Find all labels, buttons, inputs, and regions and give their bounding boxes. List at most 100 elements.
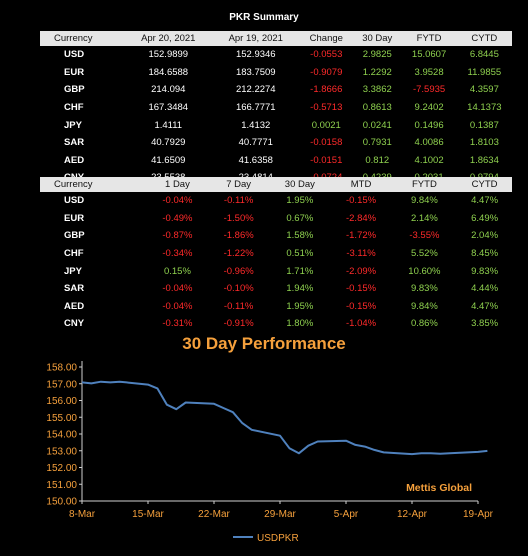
table-row: AED 41.6509 41.6358 -0.0151 0.812 4.1002 1.863… bbox=[40, 152, 512, 170]
table-cell: 0.812 bbox=[365, 154, 390, 166]
currency-code: CNY bbox=[64, 318, 85, 330]
currency-code: AED bbox=[64, 300, 85, 312]
table-cell: 9.83% bbox=[471, 265, 499, 277]
table-cell: 152.9899 bbox=[148, 49, 189, 61]
table-cell: 4.1002 bbox=[414, 154, 444, 166]
table-cell: -0.91% bbox=[223, 318, 254, 330]
table-cell: 4.47% bbox=[471, 300, 499, 312]
table-row: USD 152.9899 152.9346 -0.0553 2.9825 15.0607 6… bbox=[40, 46, 512, 64]
table-cell: 11.9855 bbox=[467, 66, 502, 78]
table-row: CHF -0.34% -1.22% 0.51% -3.11% 5.52% 8.45% bbox=[40, 245, 512, 263]
table-cell: 9.84% bbox=[410, 300, 438, 312]
table-cell: -0.10% bbox=[223, 283, 254, 295]
table-cell: -0.15% bbox=[345, 283, 377, 295]
table-cell: 41.6509 bbox=[151, 154, 186, 166]
column-header: FYTD bbox=[391, 177, 458, 192]
table-cell: 183.7509 bbox=[235, 66, 276, 78]
table-cell: 8.45% bbox=[471, 248, 499, 260]
table-row: SAR -0.04% -0.10% 1.94% -0.15% 9.83% 4.44% bbox=[40, 280, 512, 298]
table-cell: 3.85% bbox=[471, 318, 499, 330]
column-header: Apr 20, 2021 bbox=[124, 31, 213, 46]
table-cell: 4.0086 bbox=[414, 137, 444, 149]
currency-code: CHF bbox=[64, 102, 84, 114]
table-cell: -0.15% bbox=[345, 300, 377, 312]
table-cell: 166.7771 bbox=[235, 102, 276, 114]
table-row: GBP -0.87% -1.86% 1.58% -1.72% -3.55% 2.04% bbox=[40, 227, 512, 245]
table-cell: -0.0158 bbox=[310, 137, 343, 149]
table-cell: 212.2274 bbox=[235, 84, 276, 96]
y-tick-label: 154.00 bbox=[46, 430, 77, 441]
y-tick-label: 158.00 bbox=[46, 363, 77, 374]
summary-title: PKR Summary bbox=[229, 12, 299, 23]
table-row: EUR 184.6588 183.7509 -0.9079 1.2292 3.9528 11… bbox=[40, 64, 512, 82]
currency-code: SAR bbox=[64, 137, 85, 149]
table-cell: 40.7771 bbox=[238, 137, 273, 149]
currency-code: EUR bbox=[64, 66, 85, 78]
table-row: CNY -0.31% -0.91% 1.80% -1.04% 0.86% 3.85% bbox=[40, 315, 512, 333]
currency-code: USD bbox=[64, 195, 85, 207]
table-cell: 15.0607 bbox=[411, 49, 447, 61]
pkr-rates-table: Currency Apr 20, 2021 Apr 19, 2021 Change 30… bbox=[40, 31, 512, 187]
table-row: AED -0.04% -0.11% 1.95% -0.15% 9.84% 4.47% bbox=[40, 298, 512, 316]
table-cell: 1.8103 bbox=[469, 137, 499, 149]
currency-code: CHF bbox=[64, 248, 84, 260]
table-row: SAR 40.7929 40.7771 -0.0158 0.7931 4.0086 1.81… bbox=[40, 134, 512, 152]
table-cell: -0.9079 bbox=[310, 66, 343, 78]
currency-code: JPY bbox=[64, 119, 82, 131]
currency-code: GBP bbox=[64, 84, 85, 96]
x-tick-label: 19-Apr bbox=[463, 509, 494, 520]
table-cell: 0.0241 bbox=[362, 119, 392, 131]
table-row: JPY 1.4111 1.4132 0.0021 0.0241 0.1496 0.1387 bbox=[40, 116, 512, 134]
table-row: GBP 214.094 212.2274 -1.8666 3.3862 -7.5935 4.… bbox=[40, 81, 512, 99]
table-cell: 1.71% bbox=[286, 265, 314, 277]
column-header: 30 Day bbox=[269, 177, 331, 192]
currency-code: JPY bbox=[64, 265, 82, 277]
table-cell: 9.2402 bbox=[414, 102, 444, 114]
y-tick-label: 151.00 bbox=[46, 480, 77, 491]
table-cell: 1.4111 bbox=[154, 119, 183, 131]
x-tick-label: 12-Apr bbox=[397, 509, 428, 520]
table-row: EUR -0.49% -1.50% 0.67% -2.84% 2.14% 6.49% bbox=[40, 210, 512, 228]
column-header: 30 Day bbox=[353, 31, 402, 46]
table-cell: -0.96% bbox=[223, 265, 254, 277]
table-cell: 152.9346 bbox=[235, 49, 276, 61]
table-cell: 0.67% bbox=[286, 212, 314, 224]
table-cell: 0.7931 bbox=[362, 137, 392, 149]
y-tick-label: 152.00 bbox=[46, 463, 77, 474]
legend-label: USDPKR bbox=[257, 533, 299, 544]
table-cell: 1.95% bbox=[286, 300, 314, 312]
column-header: 7 Day bbox=[208, 177, 270, 192]
table-cell: -1.50% bbox=[223, 212, 254, 224]
table-cell: 2.9825 bbox=[362, 49, 392, 61]
table-cell: 1.95% bbox=[286, 195, 314, 207]
table-cell: 1.94% bbox=[286, 283, 314, 295]
x-tick-label: 29-Mar bbox=[264, 509, 296, 520]
table-cell: -1.22% bbox=[223, 248, 254, 260]
table-cell: 3.3862 bbox=[362, 84, 392, 96]
y-tick-label: 156.00 bbox=[46, 396, 77, 407]
currency-code: EUR bbox=[64, 212, 85, 224]
x-tick-label: 5-Apr bbox=[334, 509, 359, 520]
column-header: Currency bbox=[40, 31, 125, 46]
column-header: Change bbox=[299, 31, 354, 46]
table-cell: 1.4132 bbox=[241, 119, 271, 131]
table-cell: -0.04% bbox=[162, 195, 193, 207]
watermark: Mettis Global bbox=[406, 482, 472, 494]
table-cell: 0.8613 bbox=[362, 102, 392, 114]
table-cell: 10.60% bbox=[408, 265, 441, 277]
table-row: JPY 0.15% -0.96% 1.71% -2.09% 10.60% 9.83% bbox=[40, 262, 512, 280]
table-cell: 184.6588 bbox=[148, 66, 189, 78]
table-cell: -0.0151 bbox=[310, 154, 343, 166]
table-cell: -0.87% bbox=[162, 230, 193, 242]
y-tick-label: 157.00 bbox=[46, 379, 77, 390]
column-header: Currency bbox=[40, 177, 147, 192]
column-header: CYTD bbox=[456, 31, 512, 46]
table-cell: 4.44% bbox=[471, 283, 499, 295]
column-header: FYTD bbox=[401, 31, 457, 46]
table-cell: -0.15% bbox=[345, 195, 377, 207]
table-cell: 0.1496 bbox=[414, 119, 444, 131]
y-tick-label: 153.00 bbox=[46, 446, 77, 457]
table-cell: 1.58% bbox=[286, 230, 314, 242]
table-cell: -1.8666 bbox=[310, 84, 343, 96]
